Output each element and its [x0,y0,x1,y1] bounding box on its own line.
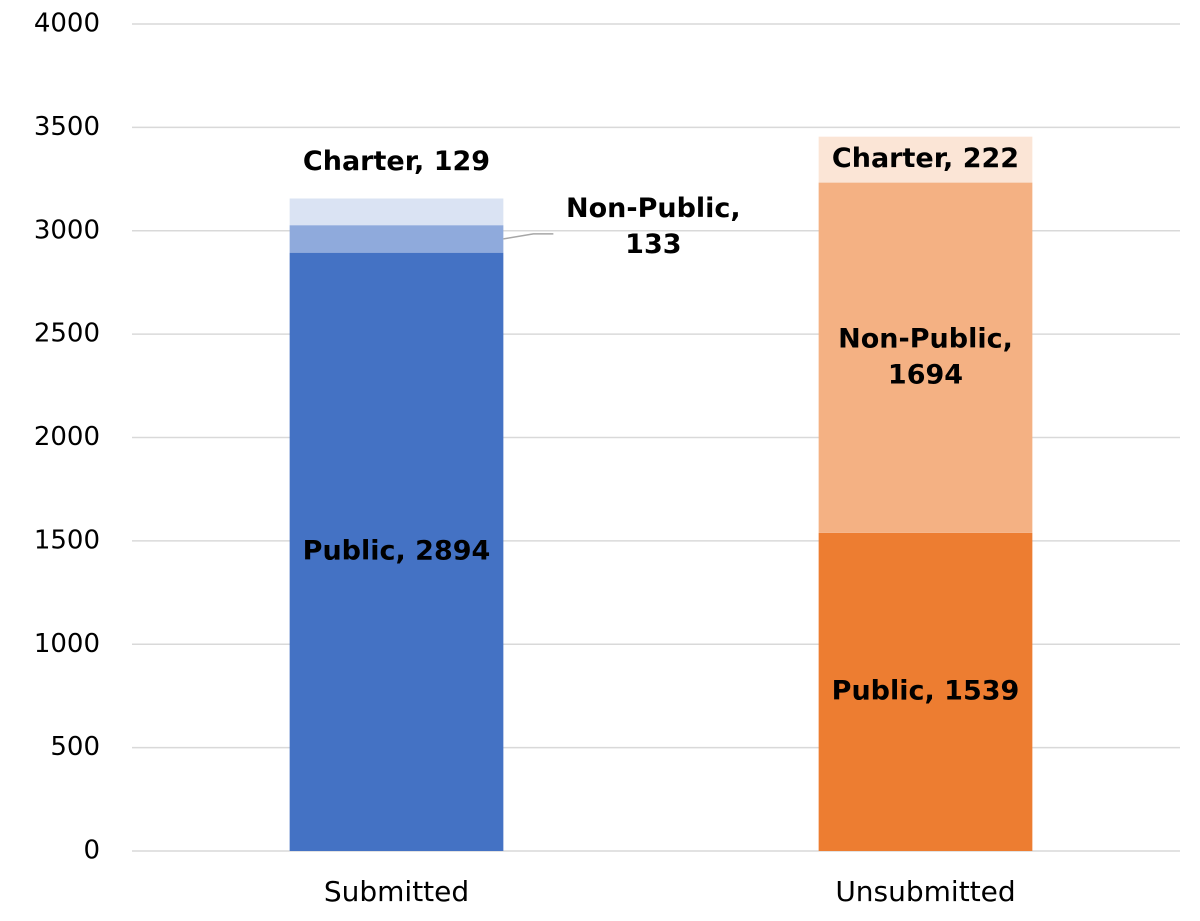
leader-line [503,233,554,240]
data-label: Non-Public, 1694 [838,323,1013,390]
y-tick-label: 1500 [34,525,100,555]
y-tick-label: 3500 [34,112,100,142]
bar-segment [289,198,504,226]
data-label: Non-Public, 133 [566,192,741,259]
bar-segment [818,532,1033,851]
y-tick-label: 2500 [34,319,100,349]
data-label: Public, 1539 [832,675,1020,706]
y-tick-label: 500 [50,732,100,762]
y-tick-label: 3000 [34,215,100,245]
y-tick-label: 4000 [34,9,100,39]
data-label: Public, 2894 [303,535,491,566]
bar-segment [818,182,1033,533]
x-tick-label: Submitted [324,875,469,908]
y-tick-label: 0 [83,836,100,866]
bar-segment [289,252,504,851]
y-tick-label: 1000 [34,629,100,659]
x-tick-label: Unsubmitted [835,875,1015,908]
y-tick-label: 2000 [34,422,100,452]
data-label: Charter, 129 [303,146,490,177]
data-label: Charter, 222 [832,143,1019,174]
bar-segment [818,136,1033,183]
bar-segment [289,225,504,253]
